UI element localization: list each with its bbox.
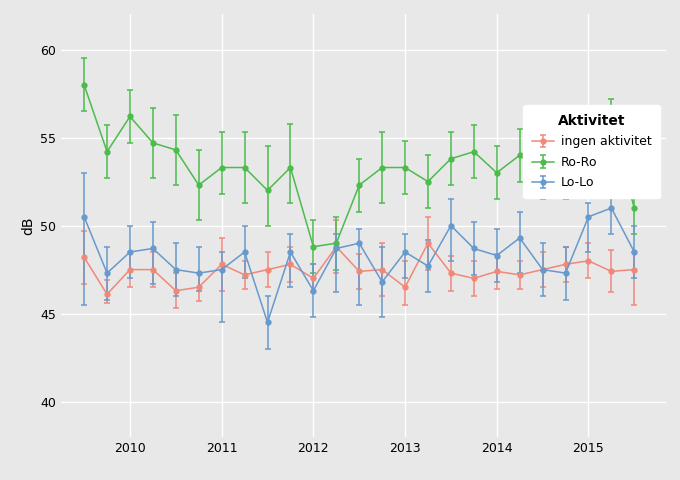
Y-axis label: dB: dB	[21, 216, 35, 235]
Legend: ingen aktivitet, Ro-Ro, Lo-Lo: ingen aktivitet, Ro-Ro, Lo-Lo	[523, 105, 660, 198]
